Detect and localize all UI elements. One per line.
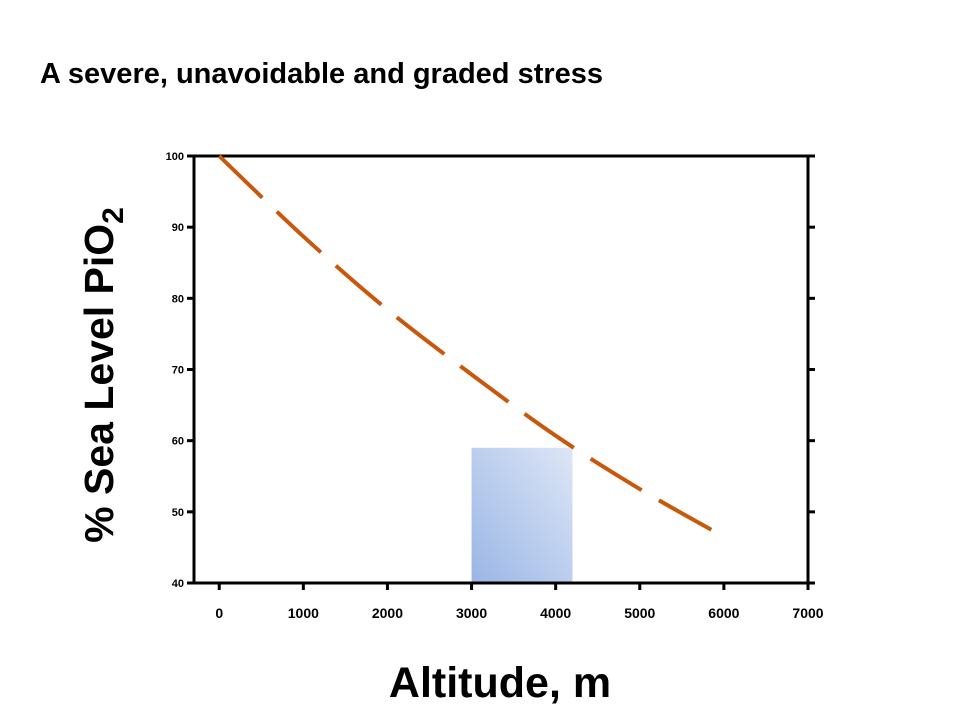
y-axis-title-subscript: 2 [97,207,130,224]
y-tick-label: 40 [172,578,184,590]
x-tick-label: 1000 [288,605,319,621]
x-tick-label: 7000 [792,605,823,621]
x-tick-label: 4000 [540,605,571,621]
y-tick-label: 60 [172,436,184,448]
x-axis-title: Altitude, m [389,659,611,707]
x-tick-label: 5000 [624,605,655,621]
y-axis-title: % Sea Level PiO2 [76,207,130,543]
x-tick-label: 2000 [372,605,403,621]
y-tick-label: 90 [172,222,184,234]
x-tick-label: 6000 [708,605,739,621]
highlight-band [471,447,573,583]
y-tick-label: 80 [172,293,184,305]
x-tick-label: 3000 [456,605,487,621]
y-axis-title-main: % Sea Level PiO [76,224,122,543]
slide-title: A severe, unavoidable and graded stress [40,58,604,90]
y-tick-label: 100 [166,151,184,163]
x-tick-label: 0 [215,605,223,621]
y-tick-label: 50 [172,507,184,519]
y-tick-label: 70 [172,365,184,377]
